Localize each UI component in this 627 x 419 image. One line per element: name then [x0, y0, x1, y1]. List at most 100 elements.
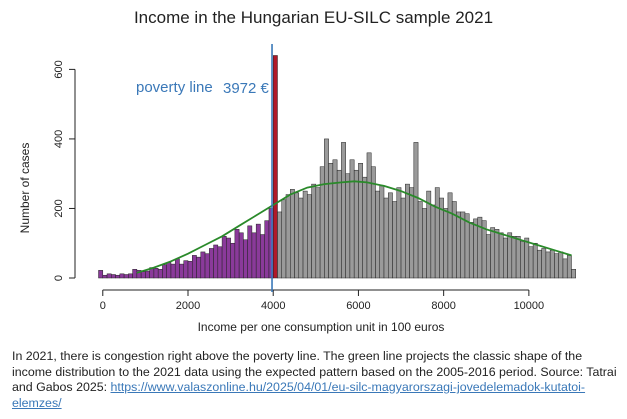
histogram-bar [204, 253, 210, 279]
histogram-bar [221, 236, 227, 279]
x-tick-label: 2000 [176, 300, 200, 312]
histogram-bar [554, 253, 559, 279]
histogram-bar [537, 249, 542, 279]
histogram-bar [234, 229, 240, 279]
histogram-bar [545, 251, 551, 279]
histogram-bar [409, 187, 415, 279]
x-tick-label: 0 [100, 300, 106, 312]
histogram-bar [140, 271, 146, 279]
histogram-bar [413, 142, 419, 279]
axes-layer: 0 2000 4000 6000 8000 10000 0 200 400 600 [53, 60, 544, 312]
histogram-bar [324, 138, 329, 279]
histogram-bar [260, 234, 265, 279]
histogram-bar [524, 237, 530, 279]
caption-text: In 2021, there is congestion right above… [12, 349, 617, 394]
y-tick-label: 400 [53, 130, 65, 148]
y-tick-label: 200 [53, 199, 65, 217]
histogram-bar [106, 273, 112, 279]
histogram-bar [515, 236, 521, 279]
histogram-bar [243, 239, 248, 279]
histogram-bar [460, 211, 466, 279]
histogram-bar [281, 199, 287, 279]
histogram-bar [153, 268, 159, 279]
poverty-line-label: poverty line [136, 79, 213, 96]
histogram-bar [486, 234, 491, 279]
histogram-bar [528, 246, 534, 279]
histogram-bar [128, 273, 133, 279]
histogram-bar [157, 269, 163, 279]
y-tick-label: 600 [53, 60, 65, 78]
x-axis-title: Income per one consumption unit in 100 e… [198, 320, 445, 334]
histogram-bar [473, 218, 478, 279]
histogram-bar [422, 208, 427, 279]
histogram-bar [549, 249, 555, 279]
bars-layer [98, 55, 576, 279]
histogram-bar [375, 190, 380, 279]
histogram-bar [255, 223, 261, 279]
histogram-bar [170, 263, 176, 279]
histogram-bar [388, 192, 393, 279]
histogram-bar [238, 232, 244, 279]
histogram-bar [311, 183, 317, 279]
histogram-bar [336, 169, 342, 279]
x-tick-label: 8000 [431, 300, 455, 312]
histogram-bar [490, 227, 496, 279]
histogram-bar [392, 201, 398, 279]
histogram-bar [307, 194, 312, 279]
histogram-bar [558, 251, 564, 279]
histogram-bar [447, 192, 453, 279]
fit-curve-line [136, 180, 572, 274]
histogram-bar [247, 225, 253, 279]
histogram-bar [98, 270, 104, 279]
histogram-bar [362, 176, 368, 279]
histogram-bar [123, 274, 129, 279]
y-axis-title: Number of cases [18, 143, 32, 234]
histogram-bar [294, 192, 300, 279]
histogram-bar [566, 255, 572, 279]
histogram-bar [277, 211, 282, 279]
histogram-bar [264, 220, 270, 279]
histogram-bar [443, 208, 449, 279]
histogram-bar [405, 183, 410, 279]
histogram-bar [111, 274, 116, 279]
fit-layer [136, 180, 572, 274]
histogram-bar [451, 201, 457, 279]
histogram-bar [349, 159, 355, 279]
histogram-bar [183, 260, 189, 279]
histogram-bar [541, 248, 547, 279]
histogram-bar [532, 242, 538, 279]
histogram-bar [571, 269, 576, 279]
source-link[interactable]: https://www.valaszonline.hu/2025/04/01/e… [12, 380, 586, 410]
histogram-bar [498, 232, 504, 279]
histogram-bar [430, 204, 436, 279]
histogram-bar [174, 258, 180, 279]
histogram-bar [213, 244, 219, 279]
x-tick-label: 10000 [514, 300, 545, 312]
histogram-bar [507, 232, 513, 279]
histogram-bar [468, 222, 474, 279]
histogram-bar [562, 258, 568, 279]
histogram-bar [511, 236, 517, 279]
histogram-bar [417, 201, 423, 279]
histogram-bar [102, 274, 108, 279]
chart-title: Income in the Hungarian EU-SILC sample 2… [133, 8, 494, 27]
histogram-bar [200, 251, 206, 279]
histogram-bar [366, 152, 372, 279]
histogram-bar [226, 237, 231, 279]
histogram-bar [434, 187, 440, 279]
income-histogram: 0 2000 4000 6000 8000 10000 0 200 400 600 poverty… [18, 44, 576, 334]
histogram-bar [298, 197, 304, 279]
x-tick-label: 4000 [261, 300, 285, 312]
histogram-bar [145, 270, 150, 279]
x-tick-label: 6000 [346, 300, 370, 312]
histogram-bar [119, 273, 125, 279]
histogram-bar [358, 163, 363, 279]
histogram-bar [520, 241, 525, 279]
histogram-bar [251, 232, 257, 279]
histogram-bar [179, 263, 184, 279]
histogram-bar [187, 261, 193, 279]
histogram-bar [400, 197, 406, 279]
histogram-bar [209, 248, 214, 279]
histogram-bar [341, 142, 346, 279]
histogram-bar [464, 213, 470, 279]
